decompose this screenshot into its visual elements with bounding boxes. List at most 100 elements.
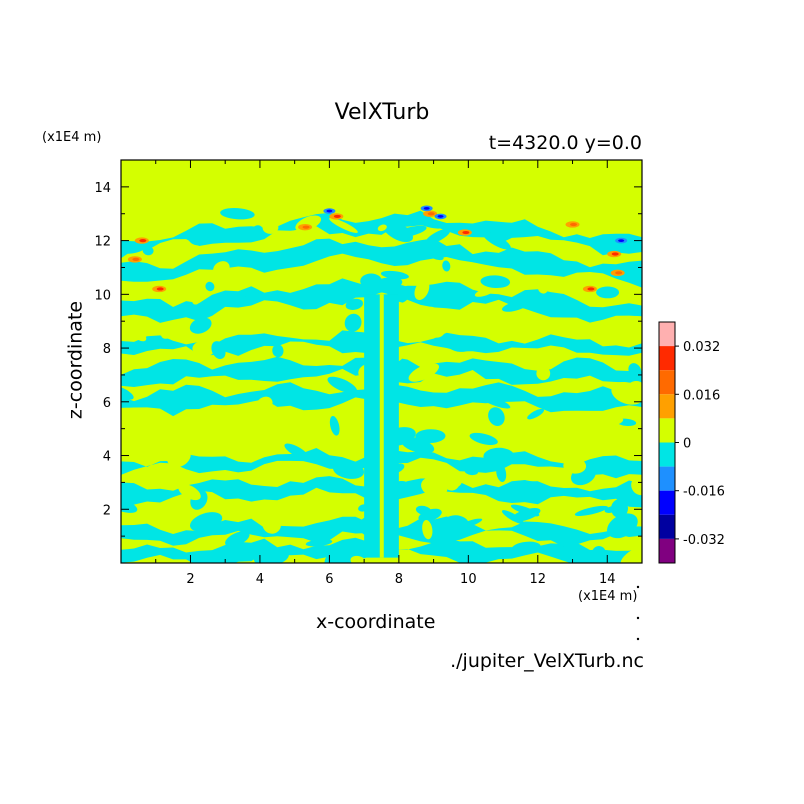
turbulent-patch bbox=[622, 328, 641, 342]
x-tick-label: 10 bbox=[460, 572, 477, 587]
turbulent-patch bbox=[180, 241, 201, 252]
turbulent-patch bbox=[579, 327, 600, 338]
turbulent-patch bbox=[408, 215, 443, 229]
colorbar-tick-label: -0.016 bbox=[683, 485, 725, 500]
x-tick-label: 12 bbox=[530, 572, 547, 587]
turbulent-patch bbox=[257, 502, 277, 516]
turbulent-patch bbox=[189, 317, 212, 334]
colorbar-segment bbox=[659, 322, 675, 347]
colorbar-segment bbox=[659, 394, 675, 419]
positive-blob-core bbox=[132, 257, 140, 262]
turbulent-patch bbox=[345, 298, 363, 310]
turbulent-patch bbox=[344, 313, 362, 332]
turbulent-patch bbox=[510, 504, 540, 517]
turbulent-patch bbox=[447, 336, 474, 352]
turbulent-patch bbox=[133, 331, 147, 342]
turbulent-patch bbox=[628, 363, 642, 379]
turbulent-patch bbox=[338, 410, 373, 433]
turbulent-patch bbox=[610, 499, 629, 518]
x-tick-label: 8 bbox=[395, 572, 403, 587]
turbulent-patch bbox=[170, 501, 184, 513]
turbulent-patch bbox=[314, 430, 336, 448]
y-tick-label: 8 bbox=[103, 342, 111, 357]
central-column-core bbox=[379, 294, 384, 558]
turbulent-patch bbox=[426, 306, 437, 318]
dot-mark bbox=[636, 637, 640, 641]
turbulent-patch bbox=[166, 445, 191, 468]
turbulent-patch bbox=[414, 279, 430, 301]
turbulent-patch bbox=[592, 545, 606, 560]
turbulent-patch bbox=[496, 463, 507, 482]
colorbar-segment bbox=[659, 538, 675, 563]
turbulent-patch bbox=[262, 221, 279, 234]
positive-blob-core bbox=[139, 239, 147, 243]
turbulent-patch bbox=[611, 381, 642, 405]
positive-blob-core bbox=[611, 252, 619, 256]
turbulent-patch bbox=[277, 229, 311, 238]
turbulent-patch bbox=[478, 394, 511, 409]
turbulent-patch bbox=[476, 502, 497, 517]
colorbar-tick-label: 0.032 bbox=[683, 340, 720, 355]
turbulent-patch bbox=[272, 344, 284, 358]
turbulent-patch bbox=[408, 363, 440, 382]
turbulent-patch bbox=[253, 547, 289, 563]
turbulent-patch bbox=[220, 207, 255, 220]
x-tick-label: 4 bbox=[256, 572, 264, 587]
turbulent-patch bbox=[563, 457, 587, 474]
positive-blob-core bbox=[427, 212, 435, 216]
turbulent-patch bbox=[329, 416, 340, 436]
colorbar-tick-label: 0.016 bbox=[683, 388, 720, 403]
colorbar-segment bbox=[659, 442, 675, 467]
turbulent-patch bbox=[631, 474, 642, 496]
x-tick-label: 14 bbox=[599, 572, 616, 587]
turbulent-patch bbox=[620, 546, 642, 563]
dot-mark bbox=[636, 585, 640, 589]
turbulent-patch bbox=[380, 270, 409, 280]
file-label: ./jupiter_VelXTurb.nc bbox=[450, 650, 644, 672]
turbulent-patch bbox=[189, 512, 223, 532]
positive-blob-core bbox=[462, 230, 470, 235]
turbulent-patch bbox=[607, 513, 638, 539]
turbulent-patch bbox=[415, 505, 432, 516]
negative-blob-core bbox=[423, 206, 430, 210]
turbulent-patch bbox=[284, 443, 309, 460]
turbulent-patch bbox=[262, 515, 281, 534]
turbulent-patch bbox=[192, 340, 216, 357]
turbulent-patch bbox=[428, 320, 446, 338]
turbulent-patch bbox=[415, 429, 446, 444]
turbulent-patch bbox=[442, 260, 451, 272]
negative-band bbox=[121, 278, 642, 323]
positive-blob-core bbox=[615, 271, 623, 275]
y-tick-label: 10 bbox=[94, 288, 111, 303]
turbulent-patch bbox=[502, 300, 529, 312]
turbulent-patch bbox=[454, 379, 472, 387]
negative-band bbox=[121, 238, 642, 288]
turbulent-patch bbox=[369, 277, 403, 293]
colorbar-segment bbox=[659, 514, 675, 539]
turbulent-patch bbox=[225, 531, 250, 547]
turbulent-patch bbox=[382, 220, 413, 243]
colorbar-segment bbox=[659, 466, 675, 491]
positive-blob-core bbox=[333, 214, 341, 219]
y-tick-label: 2 bbox=[103, 503, 111, 518]
turbulent-patch bbox=[328, 479, 343, 488]
turbulent-patch bbox=[147, 480, 169, 489]
positive-blob-core bbox=[302, 225, 310, 229]
colorbar-segment bbox=[659, 418, 675, 443]
turbulent-patch bbox=[256, 396, 273, 412]
top-region bbox=[121, 160, 642, 206]
colorbar-segment bbox=[659, 370, 675, 395]
turbulent-patch bbox=[332, 461, 365, 479]
colorbar-segment bbox=[659, 346, 675, 371]
dot-mark bbox=[636, 616, 640, 620]
turbulent-patch bbox=[211, 341, 226, 360]
turbulent-patch bbox=[483, 447, 515, 465]
turbulent-patch bbox=[121, 497, 138, 513]
negative-band bbox=[121, 210, 642, 259]
y-scale-note: (x1E4 m) bbox=[42, 130, 102, 145]
positive-blob-core bbox=[156, 287, 164, 291]
turbulent-patch bbox=[527, 408, 545, 420]
y-tick-label: 4 bbox=[103, 450, 111, 465]
positive-blob-core bbox=[570, 222, 578, 227]
turbulent-patch bbox=[511, 541, 541, 554]
